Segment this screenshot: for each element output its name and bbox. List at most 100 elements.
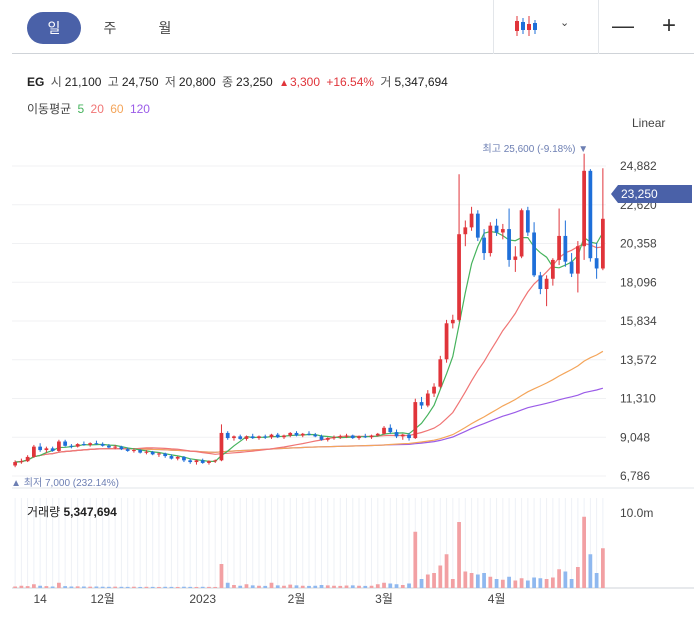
price-tick-label: 15,834 <box>620 314 657 328</box>
candle-body <box>250 436 255 439</box>
candle-body <box>413 402 418 439</box>
ma20-legend[interactable]: 20 <box>90 102 104 116</box>
candle-body <box>175 456 180 459</box>
high-annotation: 최고 25,600 (-9.18%) ▼ <box>483 143 589 155</box>
volume-bar <box>363 585 368 588</box>
volume-bar <box>75 586 80 588</box>
candle-body <box>225 432 230 439</box>
candle-body <box>25 456 30 462</box>
volume-bar <box>525 580 530 588</box>
volume-bar <box>119 586 124 588</box>
candle-body <box>19 461 24 463</box>
candle-body <box>594 258 599 269</box>
volume-bar <box>157 586 161 588</box>
price-tick-label: 13,572 <box>620 353 657 367</box>
volume-bar <box>182 586 186 588</box>
candle-body <box>132 450 136 452</box>
scale-toggle-button[interactable]: Linear <box>632 116 666 130</box>
volume-bar <box>313 585 318 588</box>
volume-bar <box>269 582 274 588</box>
volume-bar <box>300 585 305 588</box>
volume-bar <box>125 586 130 588</box>
candle-body <box>232 436 236 439</box>
tab-month[interactable]: 월 <box>158 20 172 36</box>
candle-body <box>144 451 149 453</box>
candle-body <box>238 436 243 439</box>
candle-body <box>350 435 355 439</box>
candle-body <box>294 432 299 436</box>
volume-tick-label: 10.0m <box>620 506 653 520</box>
volume-bar <box>132 586 136 588</box>
tab-day[interactable]: 일 <box>27 12 81 44</box>
volume-bar <box>257 585 261 588</box>
volume-bar <box>325 585 330 588</box>
volume-bar <box>582 516 586 588</box>
candle-body <box>69 445 74 447</box>
volume-bar <box>94 586 99 588</box>
volume-bar <box>338 585 343 588</box>
candle-body <box>382 427 386 434</box>
x-tick-label: 12월 <box>90 592 114 606</box>
volume-bar <box>482 573 486 588</box>
zoom-out-button[interactable]: — <box>612 13 634 38</box>
volume-bar <box>194 586 199 588</box>
candle-body <box>513 256 518 260</box>
candle-body <box>482 237 486 254</box>
volume-bar <box>44 586 49 588</box>
volume-bar <box>144 586 149 588</box>
volume-bar <box>382 582 386 588</box>
stock-chart[interactable]: 24,88222,62020,35818,09615,83413,57211,3… <box>0 130 700 610</box>
candle-body <box>150 451 155 455</box>
candle-body <box>113 446 118 448</box>
candle-body <box>313 434 318 437</box>
volume-bar <box>413 531 418 588</box>
tab-week[interactable]: 주 <box>103 20 117 36</box>
candle-body <box>325 438 330 440</box>
candle-body <box>563 235 568 262</box>
volume-bar <box>188 586 193 588</box>
moving-average-legend: 이동평균 5 20 60 120 <box>27 100 153 117</box>
volume-bar <box>332 585 336 588</box>
zoom-in-button[interactable]: + <box>661 12 676 39</box>
candle-body <box>525 210 530 233</box>
candle-body <box>463 227 468 235</box>
x-tick-label: 4월 <box>488 592 506 606</box>
ticker-symbol: EG <box>27 75 45 89</box>
candle-body <box>400 434 405 437</box>
volume-bar <box>57 582 61 588</box>
candle-body <box>119 446 124 450</box>
volume-bar <box>50 586 55 588</box>
candle-body <box>457 234 461 320</box>
ma60-legend[interactable]: 60 <box>110 102 124 116</box>
candle-body <box>569 261 574 274</box>
volume-bar <box>469 573 474 588</box>
candle-body <box>500 229 505 233</box>
chart-type-candle-icon[interactable] <box>514 14 538 38</box>
candle-body <box>550 259 555 279</box>
x-tick-label: 3월 <box>375 592 393 606</box>
volume-bar <box>163 586 168 588</box>
volume-bar <box>344 585 349 588</box>
volume-bar <box>375 584 380 588</box>
volume-bar <box>63 586 68 588</box>
volume-bar <box>319 585 324 588</box>
volume-bar <box>425 574 430 588</box>
volume-bar <box>275 585 280 588</box>
volume-bar <box>519 578 524 588</box>
volume-bar <box>444 554 449 588</box>
volume-bar <box>544 579 549 588</box>
candle-body <box>532 232 536 276</box>
chart-type-chevron-down-icon[interactable]: ⌄ <box>560 17 570 29</box>
candle-body <box>288 432 293 436</box>
change-percent: +16.54% <box>326 75 375 89</box>
candle-body <box>75 444 80 447</box>
volume-bar <box>557 569 561 588</box>
candle-body <box>275 434 280 438</box>
volume-bar <box>407 583 411 588</box>
volume-label: 거 <box>380 75 392 89</box>
ma5-legend[interactable]: 5 <box>77 102 85 116</box>
toolbar-divider <box>493 0 494 54</box>
candle-body <box>169 456 174 459</box>
volume-bar <box>82 586 86 588</box>
ma120-legend[interactable]: 120 <box>129 102 150 116</box>
